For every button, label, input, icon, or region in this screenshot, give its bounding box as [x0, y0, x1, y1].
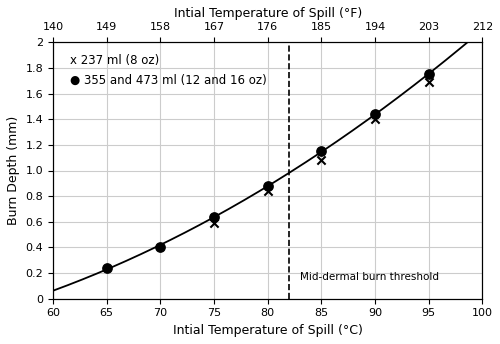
Point [371, 111, 379, 117]
Text: Mid-dermal burn threshold: Mid-dermal burn threshold [300, 272, 439, 282]
Text: ● 355 and 473 ml (12 and 16 oz): ● 355 and 473 ml (12 and 16 oz) [70, 74, 267, 87]
Point [264, 183, 272, 189]
Point [318, 158, 326, 163]
Point [210, 221, 218, 226]
X-axis label: Intial Temperature of Spill (°F): Intial Temperature of Spill (°F) [174, 7, 362, 20]
Point [424, 72, 432, 77]
Point [102, 265, 110, 271]
Point [264, 188, 272, 194]
Point [371, 116, 379, 122]
Point [318, 149, 326, 154]
Point [424, 79, 432, 85]
X-axis label: Intial Temperature of Spill (°C): Intial Temperature of Spill (°C) [173, 324, 362, 337]
Point [156, 245, 164, 250]
Y-axis label: Burn Depth (mm): Burn Depth (mm) [7, 116, 20, 225]
Point [210, 214, 218, 219]
Text: x 237 ml (8 oz): x 237 ml (8 oz) [70, 54, 160, 67]
